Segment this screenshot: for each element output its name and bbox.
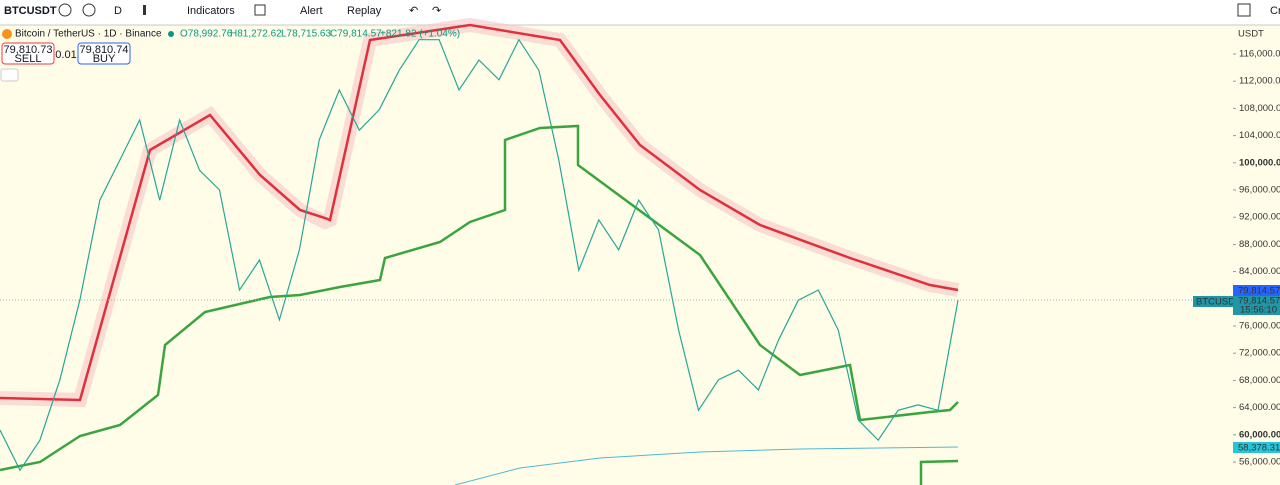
resistance-band — [0, 17, 960, 408]
price-axis-bg — [1233, 26, 1280, 485]
compare-icon[interactable] — [58, 3, 72, 17]
legend-open: O78,992.76 — [180, 29, 233, 40]
tag-price: 79,814.57 — [1238, 296, 1280, 307]
add-icon[interactable] — [82, 3, 96, 17]
ma-price: 58,378.31 — [1238, 443, 1280, 454]
price-tick-label: 64,000.00 — [1239, 402, 1280, 413]
price-tick-label: 92,000.00 — [1239, 212, 1280, 223]
price-tick-label: 100,000.00 — [1239, 157, 1280, 168]
ma-step — [919, 459, 959, 485]
price-tick-label: 116,000.00 — [1239, 49, 1280, 60]
sell-price[interactable]: 79,810.73 — [4, 44, 53, 56]
price-tick-label: 68,000.00 — [1239, 375, 1280, 386]
price-tick-label: 84,000.00 — [1239, 266, 1280, 277]
redo-button[interactable]: ↷ — [432, 5, 441, 17]
price-axis: 116,000.00 112,000.00 108,000.00 104,000.00… — [1193, 49, 1280, 468]
price-tick-label: 76,000.00 — [1239, 321, 1280, 332]
interval-button[interactable]: D — [114, 5, 122, 17]
currency-label: USDT — [1238, 29, 1264, 40]
long-ma — [454, 446, 959, 485]
replay-button[interactable]: Replay — [347, 5, 382, 17]
buy-price[interactable]: 79,810.74 — [80, 44, 129, 56]
legend-close: C79,814.57 — [330, 29, 382, 40]
price-tick-label: 108,000.00 — [1239, 103, 1280, 114]
legend-high: H81,272.62 — [230, 29, 282, 40]
price-tick-label: 72,000.00 — [1239, 348, 1280, 359]
price-tick-label: 96,000.00 — [1239, 185, 1280, 196]
alert-button[interactable]: Alert — [300, 5, 323, 17]
resistance-line — [0, 23, 959, 402]
price-tick-label: 60,000.00 — [1239, 429, 1280, 440]
plot — [0, 17, 1233, 485]
sell-button[interactable] — [1, 42, 55, 65]
support-line — [0, 124, 959, 472]
last-price: 79,814.57 — [1238, 286, 1280, 297]
undo-button[interactable]: ↶ — [409, 5, 418, 17]
symbol-tag: BTCUSDT — [1196, 297, 1241, 308]
ma-price-bg — [1233, 442, 1280, 453]
close-line — [0, 38, 959, 472]
sell-label[interactable]: SELL — [15, 53, 42, 65]
layout-icon[interactable] — [254, 4, 266, 16]
buy-label[interactable]: BUY — [93, 53, 116, 65]
toolbar-bg — [0, 0, 1280, 25]
legend-change: +821.82 (+1.04%) — [380, 29, 460, 40]
indicators-button[interactable]: Indicators — [187, 5, 235, 17]
panel-icon[interactable] — [1237, 3, 1251, 17]
legend-low: L78,715.63 — [281, 29, 331, 40]
legend-title: Bitcoin / TetherUS · 1D · Binance — [15, 29, 162, 40]
price-tick-label: 104,000.00 — [1239, 130, 1280, 141]
coin-icon — [2, 29, 12, 39]
collapse-button[interactable] — [0, 68, 19, 82]
symbol-tag-bg — [1193, 296, 1233, 307]
tag-price-bg — [1233, 296, 1280, 315]
price-tick-label: 112,000.00 — [1239, 76, 1280, 87]
spread: 0.01 — [55, 49, 76, 61]
buy-button[interactable] — [77, 42, 131, 65]
price-tick-label: 56,000.00 — [1239, 457, 1280, 468]
right-button[interactable]: Cr — [1270, 5, 1280, 17]
chart-type-icon[interactable] — [143, 5, 146, 15]
countdown: 15:56:10 — [1240, 305, 1277, 316]
symbol-button[interactable]: BTCUSDT — [4, 5, 57, 17]
last-price-tag — [1233, 285, 1280, 296]
market-dot — [168, 31, 174, 37]
price-tick-label: 88,000.00 — [1239, 239, 1280, 250]
